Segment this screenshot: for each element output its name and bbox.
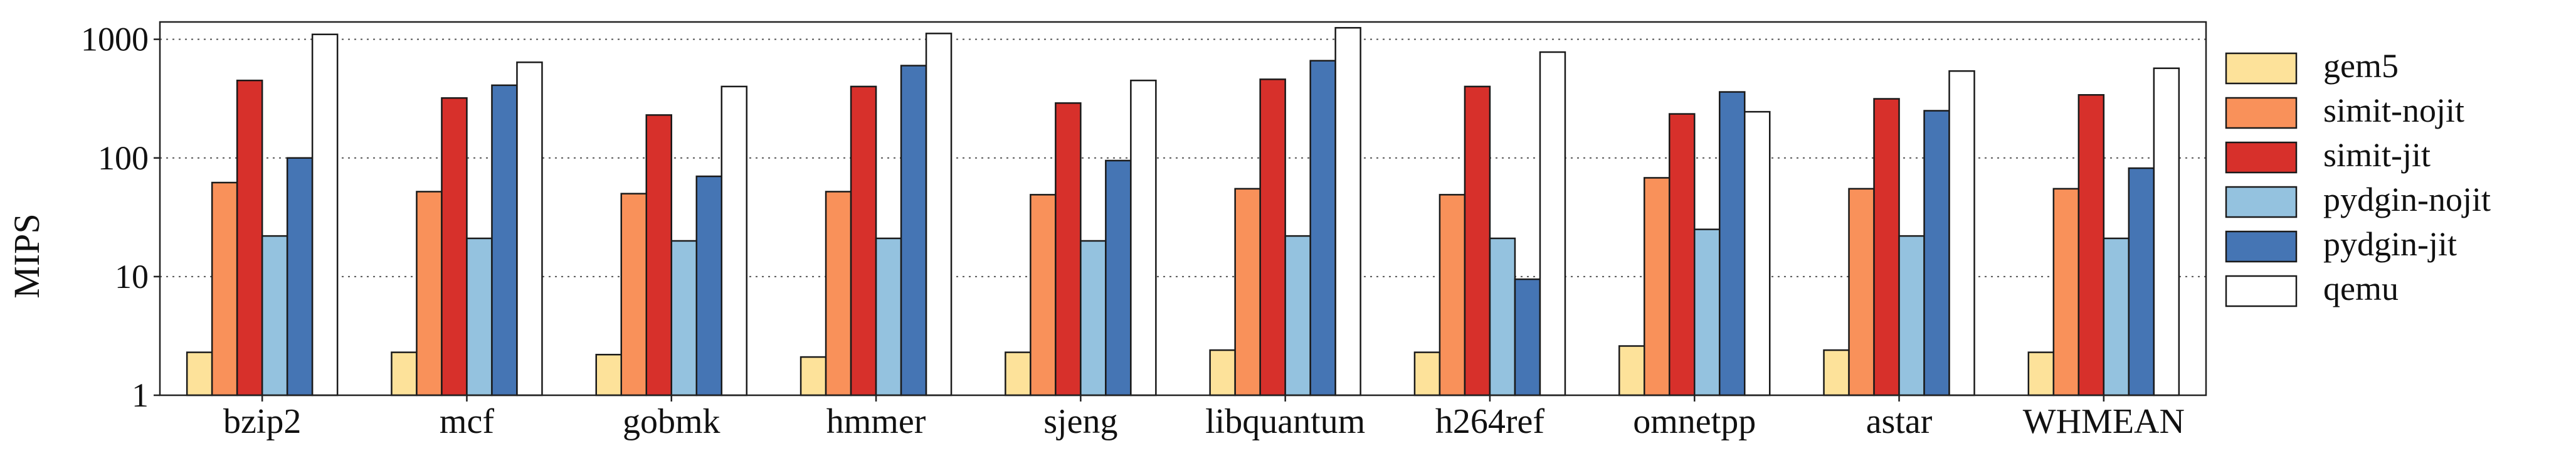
bar-pydgin-jit-libquantum (1309, 60, 1336, 396)
bar-simit-jit-sjeng (1055, 102, 1082, 396)
bar-simit-jit-gobmk (645, 114, 672, 396)
bar-pydgin-nojit-bzip2 (261, 235, 288, 396)
x-tick-label: WHMEAN (2023, 402, 2185, 441)
bar-gem5-bzip2 (186, 351, 213, 396)
bar-gem5-gobmk (595, 353, 622, 396)
x-tick-label: hmmer (826, 402, 926, 441)
bar-pydgin-jit-mcf (491, 84, 518, 396)
legend-swatch-simit-nojit (2225, 97, 2298, 129)
bar-simit-nojit-mcf (416, 191, 443, 396)
bar-gem5-h264ref (1413, 351, 1441, 396)
grid-layer (160, 38, 2206, 277)
bar-qemu-h264ref (1539, 51, 1566, 396)
bar-simit-jit-omnetpp (1669, 113, 1696, 396)
bar-simit-jit-astar (1873, 98, 1900, 396)
legend: gem5 simit-nojit simit-jit pydgin-nojit pydg… (2225, 47, 2491, 307)
legend-label-pydgin-nojit: pydgin-nojit (2323, 181, 2491, 218)
y-tick-label: 100 (98, 139, 149, 177)
bar-pydgin-jit-bzip2 (286, 157, 314, 396)
bar-qemu-mcf (516, 61, 543, 396)
legend-label-simit-jit: simit-jit (2323, 136, 2431, 174)
bar-gem5-hmmer (800, 356, 827, 396)
bar-pydgin-nojit-astar (1898, 235, 1925, 396)
bar-simit-nojit-hmmer (825, 191, 852, 396)
bar-qemu-sjeng (1130, 79, 1157, 396)
bar-pydgin-jit-hmmer (900, 65, 927, 396)
legend-label-simit-nojit: simit-nojit (2323, 92, 2464, 129)
y-tick-label: 1 (132, 376, 149, 414)
legend-label-pydgin-jit: pydgin-jit (2323, 225, 2457, 263)
bar-pydgin-jit-sjeng (1105, 159, 1132, 396)
legend-swatch-simit-jit (2225, 141, 2298, 174)
legend-swatch-pydgin-nojit (2225, 186, 2298, 218)
y-tick-label: 10 (115, 258, 149, 295)
y-axis-title: MIPS (6, 213, 47, 298)
legend-swatch-pydgin-jit (2225, 230, 2298, 263)
x-tick-label: astar (1866, 402, 1933, 441)
bar-simit-nojit-sjeng (1030, 194, 1057, 396)
bar-simit-nojit-gobmk (620, 193, 647, 396)
bar-simit-jit-bzip2 (236, 79, 263, 396)
plot-frame (159, 21, 2207, 396)
bar-pydgin-nojit-libquantum (1284, 235, 1311, 396)
bar-gem5-WHMEAN (2027, 351, 2055, 396)
bar-qemu-libquantum (1334, 27, 1361, 396)
bar-simit-nojit-WHMEAN (2052, 188, 2080, 396)
bar-simit-nojit-astar (1848, 188, 1875, 396)
bar-simit-nojit-bzip2 (211, 181, 238, 396)
bar-gem5-mcf (391, 351, 418, 396)
x-tick-label: bzip2 (223, 402, 301, 441)
bar-qemu-hmmer (925, 33, 953, 396)
bar-gem5-omnetpp (1618, 345, 1645, 396)
bar-qemu-omnetpp (1744, 110, 1771, 396)
bar-pydgin-jit-WHMEAN (2128, 167, 2155, 396)
bar-pydgin-jit-astar (1923, 110, 1950, 396)
bar-pydgin-jit-h264ref (1514, 278, 1541, 396)
bar-pydgin-nojit-omnetpp (1694, 228, 1721, 396)
y-tick-label: 1000 (81, 21, 149, 58)
bar-simit-nojit-libquantum (1234, 188, 1261, 396)
bar-simit-nojit-omnetpp (1644, 177, 1671, 396)
bar-simit-jit-hmmer (850, 85, 877, 396)
bar-simit-jit-WHMEAN (2077, 93, 2105, 396)
bar-simit-jit-libquantum (1259, 78, 1286, 396)
bar-pydgin-nojit-sjeng (1080, 240, 1107, 396)
x-tick-label: omnetpp (1633, 402, 1756, 441)
axes-layer: 1 10 100 1000 bzip2 mcf gobmk hmmer sjeng libquan… (81, 21, 2207, 441)
bar-simit-nojit-h264ref (1438, 194, 1466, 396)
bar-simit-jit-h264ref (1464, 85, 1491, 396)
bar-simit-jit-mcf (441, 97, 468, 396)
bar-gem5-sjeng (1005, 351, 1032, 396)
bar-pydgin-nojit-h264ref (1489, 237, 1516, 396)
legend-swatch-gem5 (2225, 52, 2298, 85)
bar-pydgin-nojit-WHMEAN (2103, 237, 2130, 396)
bar-pydgin-nojit-hmmer (875, 237, 902, 396)
bar-pydgin-nojit-gobmk (670, 240, 697, 396)
x-tick-label: libquantum (1205, 402, 1365, 441)
bar-pydgin-jit-gobmk (695, 175, 722, 396)
legend-swatch-qemu (2225, 275, 2298, 307)
x-tick-label: gobmk (623, 402, 721, 441)
bar-qemu-bzip2 (311, 33, 339, 396)
x-tick-label: sjeng (1043, 402, 1117, 441)
bar-pydgin-nojit-mcf (466, 237, 493, 396)
bars-layer (186, 27, 2180, 396)
legend-label-qemu: qemu (2323, 270, 2399, 307)
bar-qemu-gobmk (721, 85, 747, 396)
bar-gem5-astar (1823, 349, 1850, 396)
x-tick-label: mcf (440, 402, 494, 441)
bar-qemu-WHMEAN (2153, 67, 2180, 396)
legend-label-gem5: gem5 (2323, 47, 2399, 85)
x-tick-label: h264ref (1435, 402, 1545, 441)
bar-gem5-libquantum (1209, 349, 1236, 396)
bar-qemu-astar (1948, 70, 1975, 396)
bar-pydgin-jit-omnetpp (1719, 91, 1746, 396)
